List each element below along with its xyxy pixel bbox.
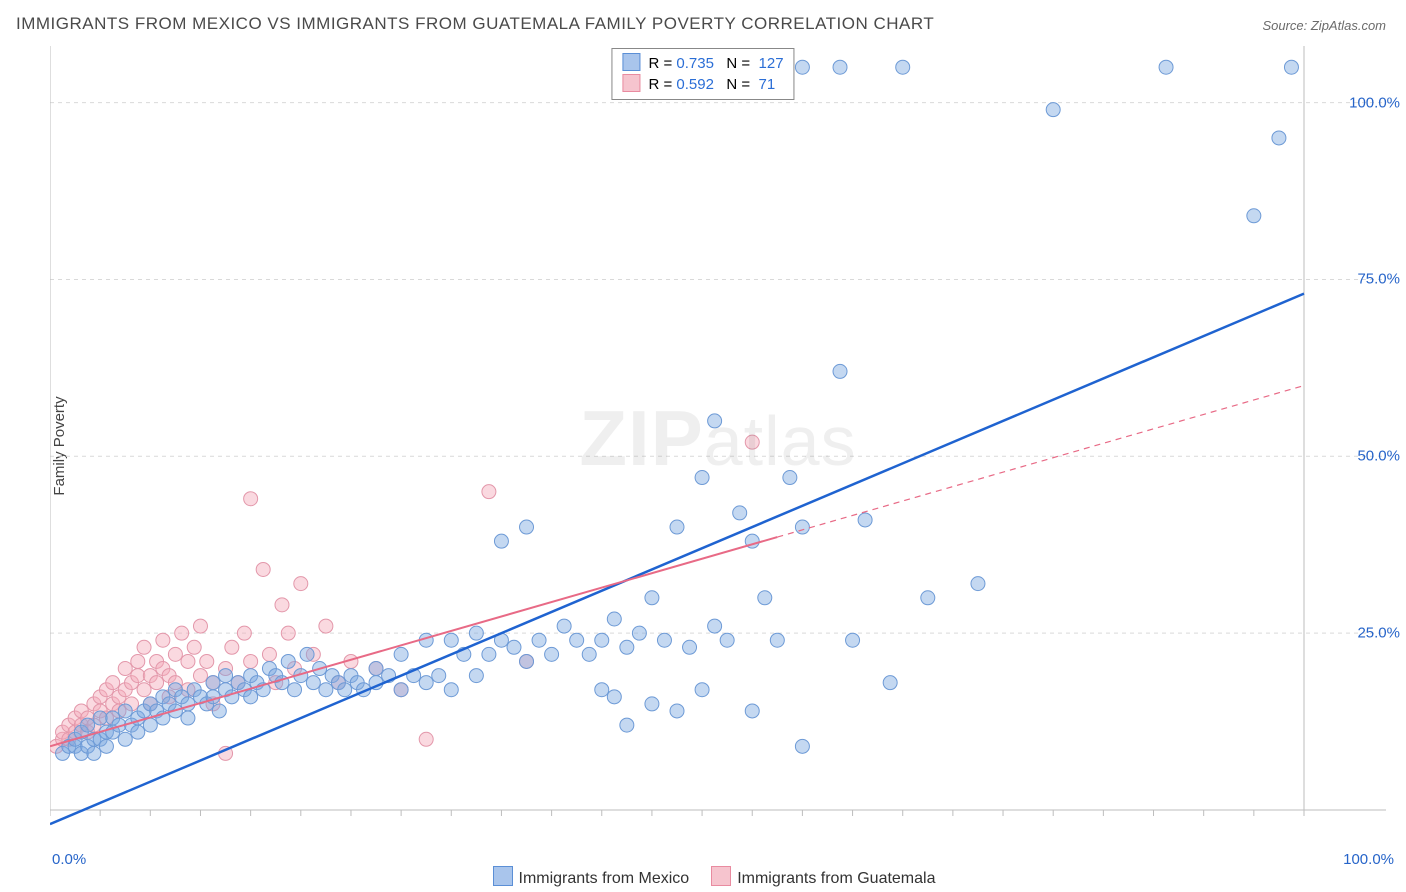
stats-row: R = 0.735 N = 127: [622, 53, 783, 74]
n-label: N =: [714, 76, 754, 93]
stats-box: R = 0.735 N = 127R = 0.592 N = 71: [611, 48, 794, 100]
legend-label: Immigrants from Guatemala: [737, 870, 935, 887]
swatch-icon: [711, 866, 731, 886]
swatch-icon: [493, 866, 513, 886]
r-label: R =: [648, 76, 676, 93]
n-value: 71: [754, 76, 775, 93]
stats-row: R = 0.592 N = 71: [622, 74, 783, 95]
n-value: 127: [754, 55, 783, 72]
series-legend: Immigrants from Mexico Immigrants from Gu…: [0, 866, 1406, 888]
swatch-icon: [622, 74, 640, 92]
r-value: 0.735: [676, 55, 714, 72]
r-label: R =: [648, 55, 676, 72]
x-min-label: 0.0%: [52, 851, 86, 868]
ytick-label: 25.0%: [1357, 625, 1400, 642]
r-value: 0.592: [676, 76, 714, 93]
source-label: Source: ZipAtlas.com: [1262, 18, 1386, 33]
plot-area: ZIPatlas: [50, 46, 1386, 840]
ytick-label: 50.0%: [1357, 448, 1400, 465]
n-label: N =: [714, 55, 754, 72]
ytick-label: 100.0%: [1349, 94, 1400, 111]
legend-label: Immigrants from Mexico: [519, 870, 690, 887]
scatter-svg: [50, 46, 1386, 840]
swatch-icon: [622, 53, 640, 71]
chart-title: IMMIGRANTS FROM MEXICO VS IMMIGRANTS FRO…: [16, 14, 934, 34]
ytick-label: 75.0%: [1357, 271, 1400, 288]
x-max-label: 100.0%: [1343, 851, 1394, 868]
